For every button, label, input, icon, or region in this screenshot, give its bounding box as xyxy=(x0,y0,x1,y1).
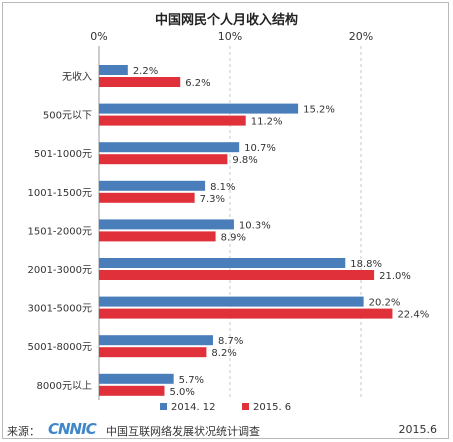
bar-series-2 xyxy=(99,385,165,396)
bar-series-2 xyxy=(99,231,216,242)
category-label: 5001-8000元 xyxy=(27,342,92,353)
cnnic-logo: CNNIC xyxy=(48,420,97,438)
bar-series-1 xyxy=(99,142,240,153)
legend-swatch xyxy=(160,403,167,410)
data-label: 22.4% xyxy=(397,310,429,321)
x-tick-label: 0% xyxy=(90,30,107,43)
x-tick-label: 20% xyxy=(349,30,373,43)
data-label: 20.2% xyxy=(369,298,401,309)
chart-title: 中国网民个人月收入结构 xyxy=(154,13,298,28)
category-label: 500元以下 xyxy=(43,111,92,122)
category-label: 2001-3000元 xyxy=(27,265,92,276)
data-label: 2.2% xyxy=(133,66,158,77)
category-label: 3001-5000元 xyxy=(27,304,92,315)
date-label: 2015.6 xyxy=(398,423,438,436)
data-label: 18.8% xyxy=(350,259,382,270)
data-label: 15.2% xyxy=(303,105,335,116)
category-label: 501-1000元 xyxy=(34,149,92,160)
data-label: 8.2% xyxy=(211,348,236,359)
category-label: 无收入 xyxy=(62,70,92,83)
data-label: 6.2% xyxy=(185,78,210,89)
bar-series-1 xyxy=(99,258,346,268)
bar-series-1 xyxy=(99,180,206,191)
legend-label: 2014. 12 xyxy=(171,402,216,413)
bar-series-2 xyxy=(99,77,181,87)
data-label: 8.1% xyxy=(210,182,235,193)
data-label: 10.7% xyxy=(244,143,276,154)
legend-swatch xyxy=(242,403,249,410)
bar-series-2 xyxy=(99,154,228,165)
footer: 来源： CNNIC 中国互联网络发展状况统计调查 2015.6 xyxy=(2,420,449,439)
bar-series-1 xyxy=(99,103,299,114)
data-label: 9.8% xyxy=(232,155,257,166)
legend-label: 2015. 6 xyxy=(253,402,291,413)
data-label: 21.0% xyxy=(379,271,411,282)
data-label: 8.7% xyxy=(218,336,243,347)
category-label: 1501-2000元 xyxy=(27,226,92,237)
category-label: 1001-1500元 xyxy=(27,188,92,199)
x-tick-label: 10% xyxy=(218,30,242,43)
data-label: 8.9% xyxy=(221,232,246,243)
org-name: 中国互联网络发展状况统计调查 xyxy=(106,425,260,438)
data-label: 5.7% xyxy=(179,375,204,386)
bar-series-2 xyxy=(99,115,246,126)
source-label: 来源： xyxy=(7,425,40,438)
bar-series-2 xyxy=(99,347,207,358)
data-label: 10.3% xyxy=(239,220,271,231)
bar-series-1 xyxy=(99,65,128,75)
bar-series-2 xyxy=(99,270,375,280)
bar-series-2 xyxy=(99,192,195,203)
data-label: 7.3% xyxy=(200,194,225,205)
bar-series-1 xyxy=(99,219,234,230)
bar-series-1 xyxy=(99,373,174,384)
bar-series-1 xyxy=(99,296,364,307)
bar-series-1 xyxy=(99,335,213,346)
bar-series-2 xyxy=(99,308,393,319)
data-label: 11.2% xyxy=(251,117,283,128)
category-label: 8000元以上 xyxy=(37,380,92,392)
data-label: 5.0% xyxy=(170,387,195,398)
